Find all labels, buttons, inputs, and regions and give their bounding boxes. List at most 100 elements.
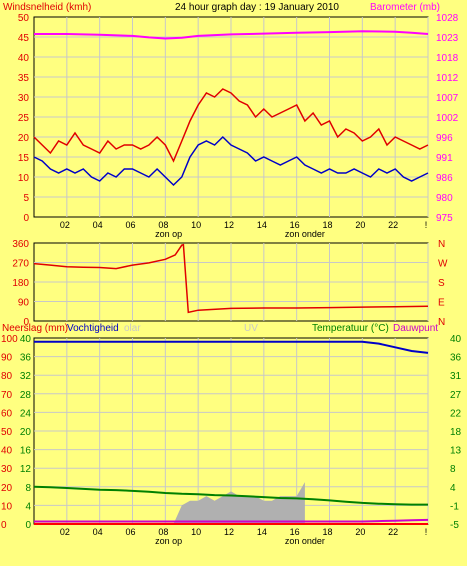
weather-right-tick: 40 (450, 334, 462, 345)
wind-x-tick: 12 (224, 220, 234, 230)
barometer-line (34, 30, 429, 40)
wind-direction-line (33, 243, 429, 314)
wind-right-tick: 975 (436, 213, 453, 224)
weather-x-tick: 08 (158, 527, 168, 537)
wind-x-tick: ! (425, 220, 428, 230)
weather-left-tick: 90 (1, 353, 13, 364)
weather-x-tick: 04 (93, 527, 103, 537)
dewpoint-line (34, 518, 429, 523)
weather-inner-tick: 36 (20, 353, 32, 364)
direction-right-tick: N (438, 317, 445, 328)
weather-inner-tick: 28 (20, 390, 32, 401)
weather-x-tick: 06 (125, 527, 135, 537)
direction-right-tick: E (438, 298, 445, 309)
wind-left-tick: 50 (18, 13, 30, 24)
weather-right-tick: 27 (450, 390, 462, 401)
weather-left-tick: 80 (1, 371, 13, 382)
temperature-line (33, 485, 428, 506)
wind-right-tick: 991 (436, 153, 453, 164)
wind-left-tick: 45 (18, 33, 30, 44)
weather-x-tick: 22 (388, 527, 398, 537)
weather-inner-tick: 20 (20, 427, 32, 438)
wind-right-tick: 1018 (436, 53, 459, 64)
weather-sun-annotation: zon onder (285, 536, 325, 546)
wind-x-tick: 16 (290, 220, 300, 230)
weather-left-tick: 10 (1, 501, 13, 512)
wind-right-tick: 1028 (436, 13, 459, 24)
weather-left-tick: 0 (1, 520, 7, 531)
direction-right-tick: S (438, 278, 445, 289)
wind-x-tick: 06 (125, 220, 135, 230)
weather-right-tick: 4 (450, 483, 456, 494)
wind-left-tick: 35 (18, 73, 30, 84)
wind-left-tick: 10 (18, 173, 30, 184)
wind-left-tick: 40 (18, 53, 30, 64)
direction-right-tick: W (438, 259, 448, 270)
wind-speed-line (33, 88, 429, 163)
uv-label: UV (244, 323, 258, 334)
wind-right-tick: 1002 (436, 113, 459, 124)
wind-left-tick: 0 (23, 213, 29, 224)
wind-right-tick: 1023 (436, 33, 459, 44)
weather-right-tick: 31 (450, 371, 462, 382)
wind-x-tick: 10 (191, 220, 201, 230)
direction-left-tick: 90 (18, 298, 30, 309)
weather-inner-tick: 8 (25, 483, 31, 494)
wind-x-tick: 08 (158, 220, 168, 230)
barometer-label: Barometer (mb) (370, 2, 440, 13)
weather-right-tick: 36 (450, 353, 462, 364)
direction-right-tick: N (438, 239, 445, 250)
weather-inner-tick: 24 (20, 408, 32, 419)
wind-left-tick: 25 (18, 113, 30, 124)
weather-inner-tick: 32 (20, 371, 32, 382)
weather-left-tick: 20 (1, 483, 13, 494)
weather-x-tick: 10 (191, 527, 201, 537)
weather-left-tick: 30 (1, 464, 13, 475)
direction-left-tick: 270 (12, 259, 29, 270)
weather-x-tick: 20 (355, 527, 365, 537)
wind-speed-label: Windsnelheid (kmh) (3, 2, 91, 13)
wind-x-tick: 04 (93, 220, 103, 230)
wind-right-tick: 1007 (436, 93, 459, 104)
weather-inner-tick: 16 (20, 446, 32, 457)
solar-area (173, 482, 305, 524)
weather-right-tick: 22 (450, 408, 462, 419)
wind-right-tick: 980 (436, 193, 453, 204)
wind-left-tick: 30 (18, 93, 30, 104)
weather-left-tick: 50 (1, 427, 13, 438)
weather-right-tick: 13 (450, 446, 462, 457)
series-layer (33, 30, 429, 525)
wind-right-tick: 996 (436, 133, 453, 144)
wind-x-tick: 22 (388, 220, 398, 230)
wind-left-tick: 5 (23, 193, 29, 204)
weather-left-tick: 60 (1, 408, 13, 419)
weather-right-tick: -5 (450, 520, 459, 531)
chart-title: 24 hour graph day : 19 January 2010 (175, 2, 339, 13)
weather-x-tick: 02 (60, 527, 70, 537)
weather-right-tick: 8 (450, 464, 456, 475)
wind-left-tick: 15 (18, 153, 30, 164)
weather-inner-tick: 0 (25, 520, 31, 531)
wind-sun-annotation: zon onder (285, 229, 325, 239)
weather-x-tick: 16 (290, 527, 300, 537)
rain-label: Neerslag (mm) (2, 323, 68, 334)
wind-x-tick: 20 (355, 220, 365, 230)
humidity-label: Vochtigheid (67, 323, 119, 334)
wind-x-tick: 14 (257, 220, 267, 230)
weather-right-tick: -1 (450, 501, 459, 512)
weather-x-tick: 14 (257, 527, 267, 537)
weather-sun-annotation: zon op (155, 536, 182, 546)
wind-right-tick: 986 (436, 173, 453, 184)
temperature-label: Temperatuur (°C) (312, 323, 389, 334)
weather-inner-tick: 40 (20, 334, 32, 345)
weather-inner-tick: 12 (20, 464, 32, 475)
wind-right-tick: 1012 (436, 73, 459, 84)
weather-left-tick: 40 (1, 446, 13, 457)
direction-left-tick: 0 (23, 317, 29, 328)
direction-left-tick: 360 (12, 239, 29, 250)
weather-x-tick: 18 (322, 527, 332, 537)
weather-inner-tick: 4 (25, 501, 31, 512)
weather-x-tick: ! (425, 527, 428, 537)
wind-sun-annotation: zon op (155, 229, 182, 239)
